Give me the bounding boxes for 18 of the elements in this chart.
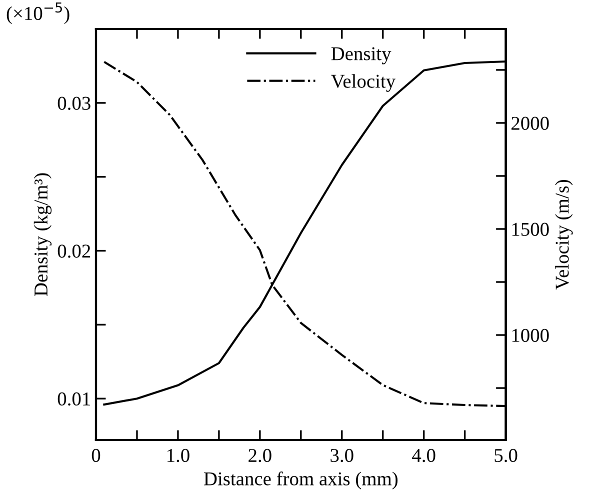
y-tick-label: 0.01 <box>58 392 90 406</box>
y2-tick-label: 1500 <box>512 222 549 236</box>
x-tick-label: 2.0 <box>248 448 272 462</box>
legend-label: Density <box>331 47 392 64</box>
y-tick-label: 0.03 <box>58 96 90 110</box>
y2-axis-title: Velocity (m/s) <box>555 180 573 290</box>
y-tick-label: 0.02 <box>58 244 90 258</box>
y2-tick-label: 2000 <box>512 116 549 130</box>
x-tick-label: 1.0 <box>168 448 190 462</box>
x-tick-label: 5.0 <box>494 448 518 462</box>
text: (×10$^{−5}$) <box>6 2 70 24</box>
y-axis-title: Density (kg/m³) <box>34 173 52 296</box>
x-tick-label: 0 <box>92 448 100 462</box>
x-tick-label: 4.0 <box>412 448 436 462</box>
legend-label: Velocity <box>331 74 396 92</box>
x-tick-label: 3.0 <box>330 448 354 462</box>
y2-tick-label: 1000 <box>512 328 549 342</box>
x-axis-title: Distance from axis (mm) <box>204 472 398 490</box>
